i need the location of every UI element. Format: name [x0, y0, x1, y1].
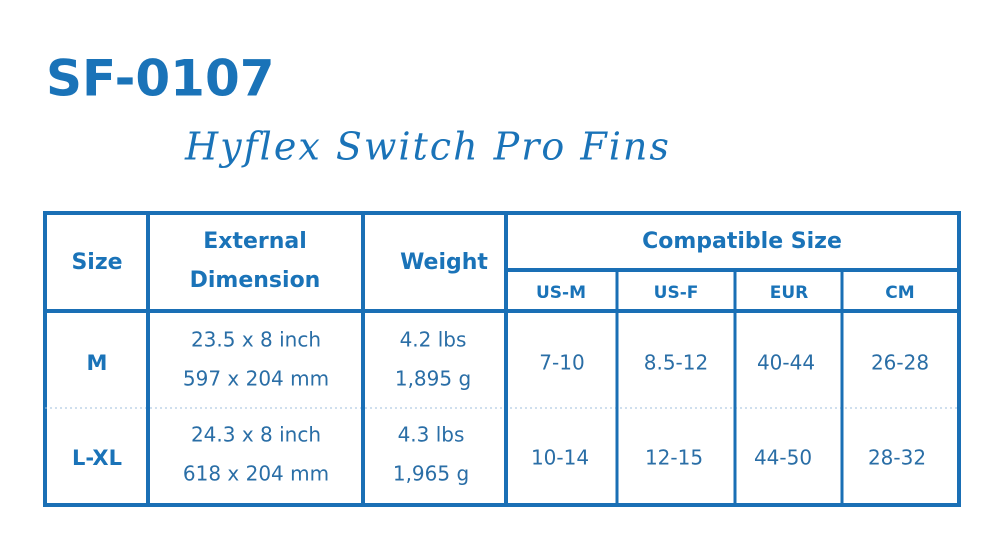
- dimension-cell: 618 x 204 mm: [183, 462, 329, 486]
- weight-cell: 1,965 g: [393, 462, 469, 486]
- weight-cell: 4.2 lbs: [400, 328, 467, 352]
- subcolumn-header: CM: [885, 283, 914, 303]
- dimension-cell: 24.3 x 8 inch: [191, 423, 321, 447]
- compatible-cell: 7-10: [539, 351, 584, 375]
- size-cell: M: [87, 351, 108, 375]
- compatible-cell: 44-50: [754, 446, 812, 470]
- subcolumn-header: US-M: [536, 283, 586, 303]
- compatible-cell: 12-15: [645, 446, 703, 470]
- size-cell: L-XL: [72, 446, 122, 470]
- compatible-cell: 40-44: [757, 351, 815, 375]
- dimension-cell: 597 x 204 mm: [183, 367, 329, 391]
- subcolumn-header: US-F: [654, 283, 699, 303]
- table-grid: [43, 211, 961, 507]
- title: SF-0107: [46, 50, 275, 108]
- compatible-cell: 10-14: [531, 446, 589, 470]
- column-header: Weight: [400, 250, 488, 275]
- dimension-cell: 23.5 x 8 inch: [191, 328, 321, 352]
- compatible-cell: 26-28: [871, 351, 929, 375]
- subcolumn-header: EUR: [770, 283, 809, 303]
- compatible-cell: 8.5-12: [644, 351, 708, 375]
- column-header: External: [203, 229, 307, 254]
- table-border: [43, 211, 961, 507]
- column-header: Compatible Size: [642, 229, 842, 254]
- column-header: Dimension: [190, 268, 321, 293]
- compatible-cell: 28-32: [868, 446, 926, 470]
- subtitle: Hyflex Switch Pro Fins: [184, 125, 671, 169]
- weight-cell: 4.3 lbs: [398, 423, 465, 447]
- weight-cell: 1,895 g: [395, 367, 471, 391]
- column-header: Size: [71, 250, 122, 275]
